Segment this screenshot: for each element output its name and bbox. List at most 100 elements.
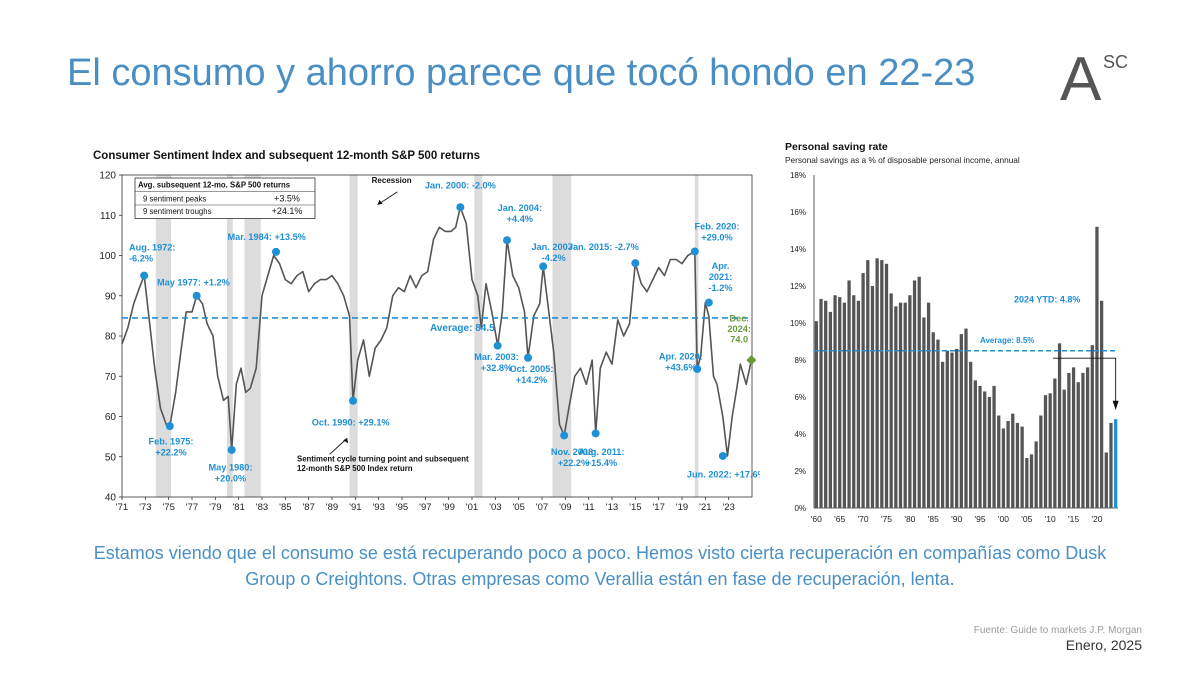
turning-point-label: Aug. 1972:	[129, 243, 175, 253]
saving-bar	[1006, 421, 1010, 508]
chart-title: Consumer Sentiment Index and subsequent …	[93, 150, 480, 162]
turning-point-label: Jan. 2004:	[498, 203, 542, 213]
saving-bar	[819, 298, 823, 508]
turning-point-label: +20.0%	[215, 473, 246, 483]
x-tick-label: '11	[583, 502, 595, 513]
saving-bar	[1043, 395, 1048, 508]
x-tick-label: '15	[1068, 514, 1079, 523]
legend-row-label: 9 sentiment troughs	[143, 207, 212, 216]
turning-point	[227, 445, 236, 454]
x-tick-label: '19	[676, 502, 688, 513]
x-tick-label: '79	[209, 502, 221, 513]
turning-point	[591, 429, 600, 438]
recession-band	[244, 175, 261, 497]
recession-band	[227, 175, 233, 497]
turning-point-label: +4.4%	[507, 214, 533, 224]
x-tick-label: '07	[536, 502, 548, 513]
recession-label: Recession	[372, 176, 412, 185]
footnote-line: 12-month S&P 500 Index return	[297, 464, 413, 473]
saving-bar	[1039, 415, 1043, 508]
body-text: Estamos viendo que el consumo se está re…	[93, 543, 1107, 589]
saving-bar	[842, 302, 847, 508]
x-tick-label: '91	[349, 502, 361, 513]
saving-bar	[1011, 413, 1015, 508]
slide-title: El consumo y ahorro parece que tocó hond…	[67, 52, 976, 94]
x-tick-label: '77	[186, 502, 198, 513]
x-tick-label: '87	[302, 502, 314, 513]
turning-point	[560, 431, 569, 440]
saving-bar	[870, 286, 875, 508]
x-tick-label: '05	[1021, 514, 1032, 523]
turning-point-label: +32.8%	[481, 363, 512, 373]
logo-superscript: SC	[1103, 52, 1128, 72]
turning-point-label: Mar. 1984: +13.5%	[227, 232, 305, 242]
turning-point-label: 2021:	[709, 272, 733, 282]
x-tick-label: '10	[1045, 514, 1056, 523]
saving-bar	[838, 297, 842, 508]
saving-bar	[1057, 343, 1062, 508]
turning-point-label: May 1977: +1.2%	[157, 277, 230, 287]
x-tick-label: '21	[699, 502, 711, 513]
saving-bar	[852, 295, 856, 508]
turning-point	[631, 259, 640, 268]
turning-point-label: +22.2%	[558, 458, 589, 468]
recession-band	[349, 175, 358, 497]
saving-bar	[992, 385, 996, 508]
saving-bar	[875, 258, 879, 508]
latest-leader	[1053, 357, 1117, 405]
y-tick-label: 6%	[794, 393, 806, 402]
y-tick-label: 90	[105, 291, 117, 302]
turning-point-label: +22.2%	[155, 448, 186, 458]
saving-bar	[889, 293, 893, 508]
saving-bar	[1085, 367, 1090, 508]
x-tick-label: '23	[722, 502, 734, 513]
latest-marker	[746, 355, 757, 366]
y-tick-label: 120	[99, 171, 116, 182]
x-tick-label: '89	[326, 502, 338, 513]
turning-point-label: +15.4%	[586, 458, 617, 468]
legend-row-value: +24.1%	[272, 206, 303, 216]
legend-table	[134, 177, 316, 219]
saving-bar	[1099, 300, 1104, 508]
turning-point	[693, 365, 702, 374]
average-label: Average: 84.5	[430, 323, 495, 334]
saving-bar	[922, 317, 926, 508]
x-tick-label: '71	[116, 502, 128, 513]
turning-point	[456, 203, 465, 212]
latest-leader-head	[1112, 400, 1119, 410]
turning-point	[704, 298, 713, 307]
recession-band	[474, 175, 483, 497]
turning-point	[272, 247, 280, 256]
saving-bar	[894, 306, 898, 508]
saving-bar	[1025, 458, 1029, 508]
turning-point	[493, 341, 502, 350]
turning-point	[690, 247, 699, 256]
turning-point-label: +14.2%	[516, 375, 547, 385]
saving-bar	[880, 260, 884, 508]
x-tick-label: '75	[881, 514, 892, 523]
saving-bar	[950, 352, 954, 508]
saving-bar	[908, 295, 912, 508]
saving-bar	[861, 273, 865, 508]
saving-bar	[945, 350, 949, 508]
saving-bar	[1104, 452, 1108, 508]
turning-point-label: +29.0%	[701, 233, 732, 243]
recession-band	[155, 175, 171, 497]
saving-bar	[1071, 367, 1076, 508]
x-tick-label: '17	[652, 502, 664, 513]
saving-bar	[917, 276, 921, 508]
saving-bar	[1067, 372, 1071, 508]
x-tick-label: '85	[279, 502, 291, 513]
turning-point-label: May 1980:	[209, 462, 253, 472]
legend-row-label: 9 sentiment peaks	[143, 195, 206, 204]
date-text: Enero, 2025	[1065, 637, 1142, 653]
chart-subtitle: Personal savings as a % of disposable pe…	[785, 155, 1020, 165]
plot-frame	[121, 174, 753, 498]
saving-bar	[847, 280, 851, 508]
saving-bar	[814, 321, 818, 508]
saving-bar	[1095, 226, 1099, 509]
saving-bar	[1081, 372, 1085, 508]
sentiment-line	[121, 206, 753, 457]
average-label: Average: 8.5%	[980, 336, 1034, 345]
saving-bar	[931, 332, 935, 508]
